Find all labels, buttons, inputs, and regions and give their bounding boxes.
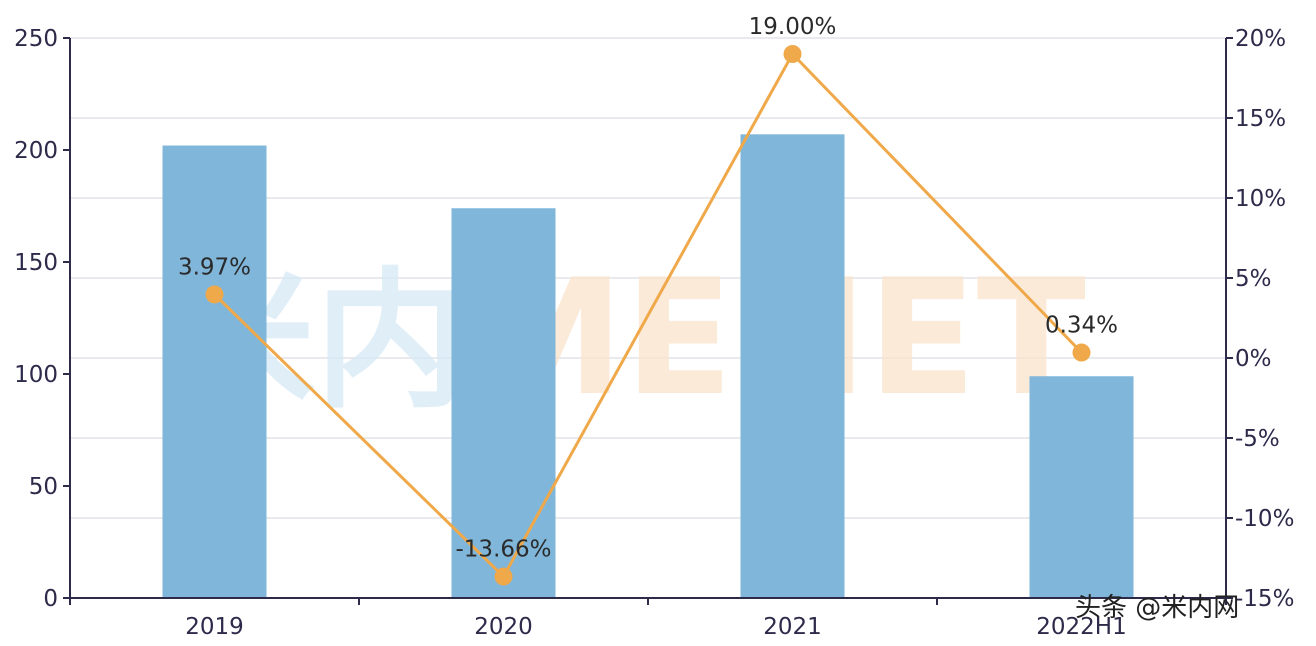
line-point xyxy=(1072,343,1091,362)
y2-tick-label: 10% xyxy=(1235,186,1286,212)
y-tick-label: 200 xyxy=(14,138,58,164)
y2-tick-label: -15% xyxy=(1235,586,1294,612)
data-label: 19.00% xyxy=(749,14,837,40)
attribution: 头条 @米内网 xyxy=(1075,593,1239,623)
x-tick-label: 2022H1 xyxy=(1036,614,1126,640)
series-line xyxy=(213,51,1083,580)
line-point xyxy=(205,285,224,304)
y-tick-label: 0 xyxy=(43,586,58,612)
data-label: 0.34% xyxy=(1045,313,1118,339)
data-label: -13.66% xyxy=(456,537,552,563)
bar xyxy=(162,145,267,598)
y2-tick-label: 5% xyxy=(1235,266,1272,292)
y2-tick-label: -5% xyxy=(1235,426,1280,452)
line-point xyxy=(783,45,802,63)
y2-tick-label: 0% xyxy=(1235,346,1272,372)
y2-tick-label: -10% xyxy=(1235,506,1294,532)
y2-tick-label: 20% xyxy=(1235,26,1286,52)
data-labels: 3.97% -13.66% 19.00% 0.34% xyxy=(178,14,1118,563)
x-tick-label: 2019 xyxy=(185,614,244,640)
y-tick-label: 250 xyxy=(14,26,58,52)
y-tick-label: 50 xyxy=(29,474,58,500)
growth-line xyxy=(205,45,1091,586)
x-tick-label: 2021 xyxy=(763,614,822,640)
watermark: 米内 MENET xyxy=(165,244,1086,431)
x-tick-label: 2020 xyxy=(474,614,533,640)
bar xyxy=(1029,376,1134,598)
axes: 0 50 100 150 200 250 -15% -10% -5% 0% 5% 10% 15% 20% 2… xyxy=(14,26,1294,640)
y2-tick-label: 15% xyxy=(1235,106,1286,132)
bar xyxy=(451,208,556,599)
data-label: 3.97% xyxy=(178,254,251,280)
y-tick-label: 100 xyxy=(14,362,58,388)
bars xyxy=(162,134,1134,599)
bar xyxy=(740,134,845,598)
line-point xyxy=(494,567,513,586)
y-tick-label: 150 xyxy=(14,250,58,276)
